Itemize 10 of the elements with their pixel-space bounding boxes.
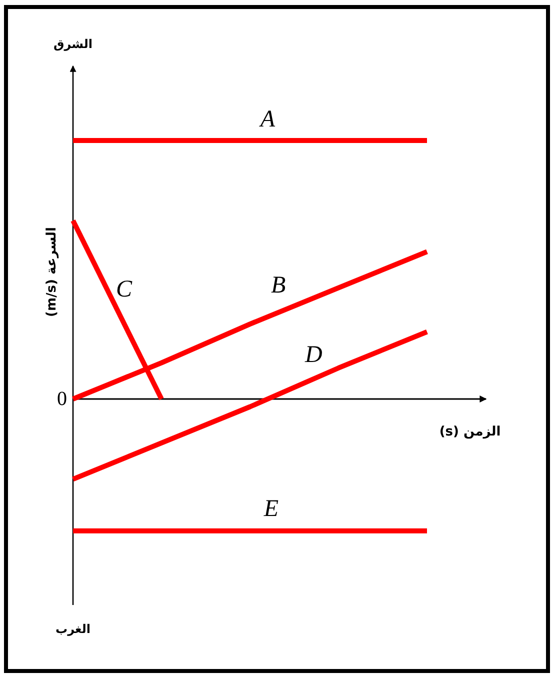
series-label: B: [270, 272, 286, 298]
series-label: D: [304, 342, 322, 368]
series-label: A: [258, 106, 276, 132]
x-axis-title: الزمن (s): [439, 424, 501, 440]
text: الغرب: [56, 622, 90, 636]
y-axis-title: السرعة (m/s): [44, 227, 60, 317]
series-label: C: [116, 276, 133, 302]
text: 0: [57, 388, 67, 410]
series-label: E: [262, 496, 279, 522]
text: الشرق: [53, 37, 93, 51]
